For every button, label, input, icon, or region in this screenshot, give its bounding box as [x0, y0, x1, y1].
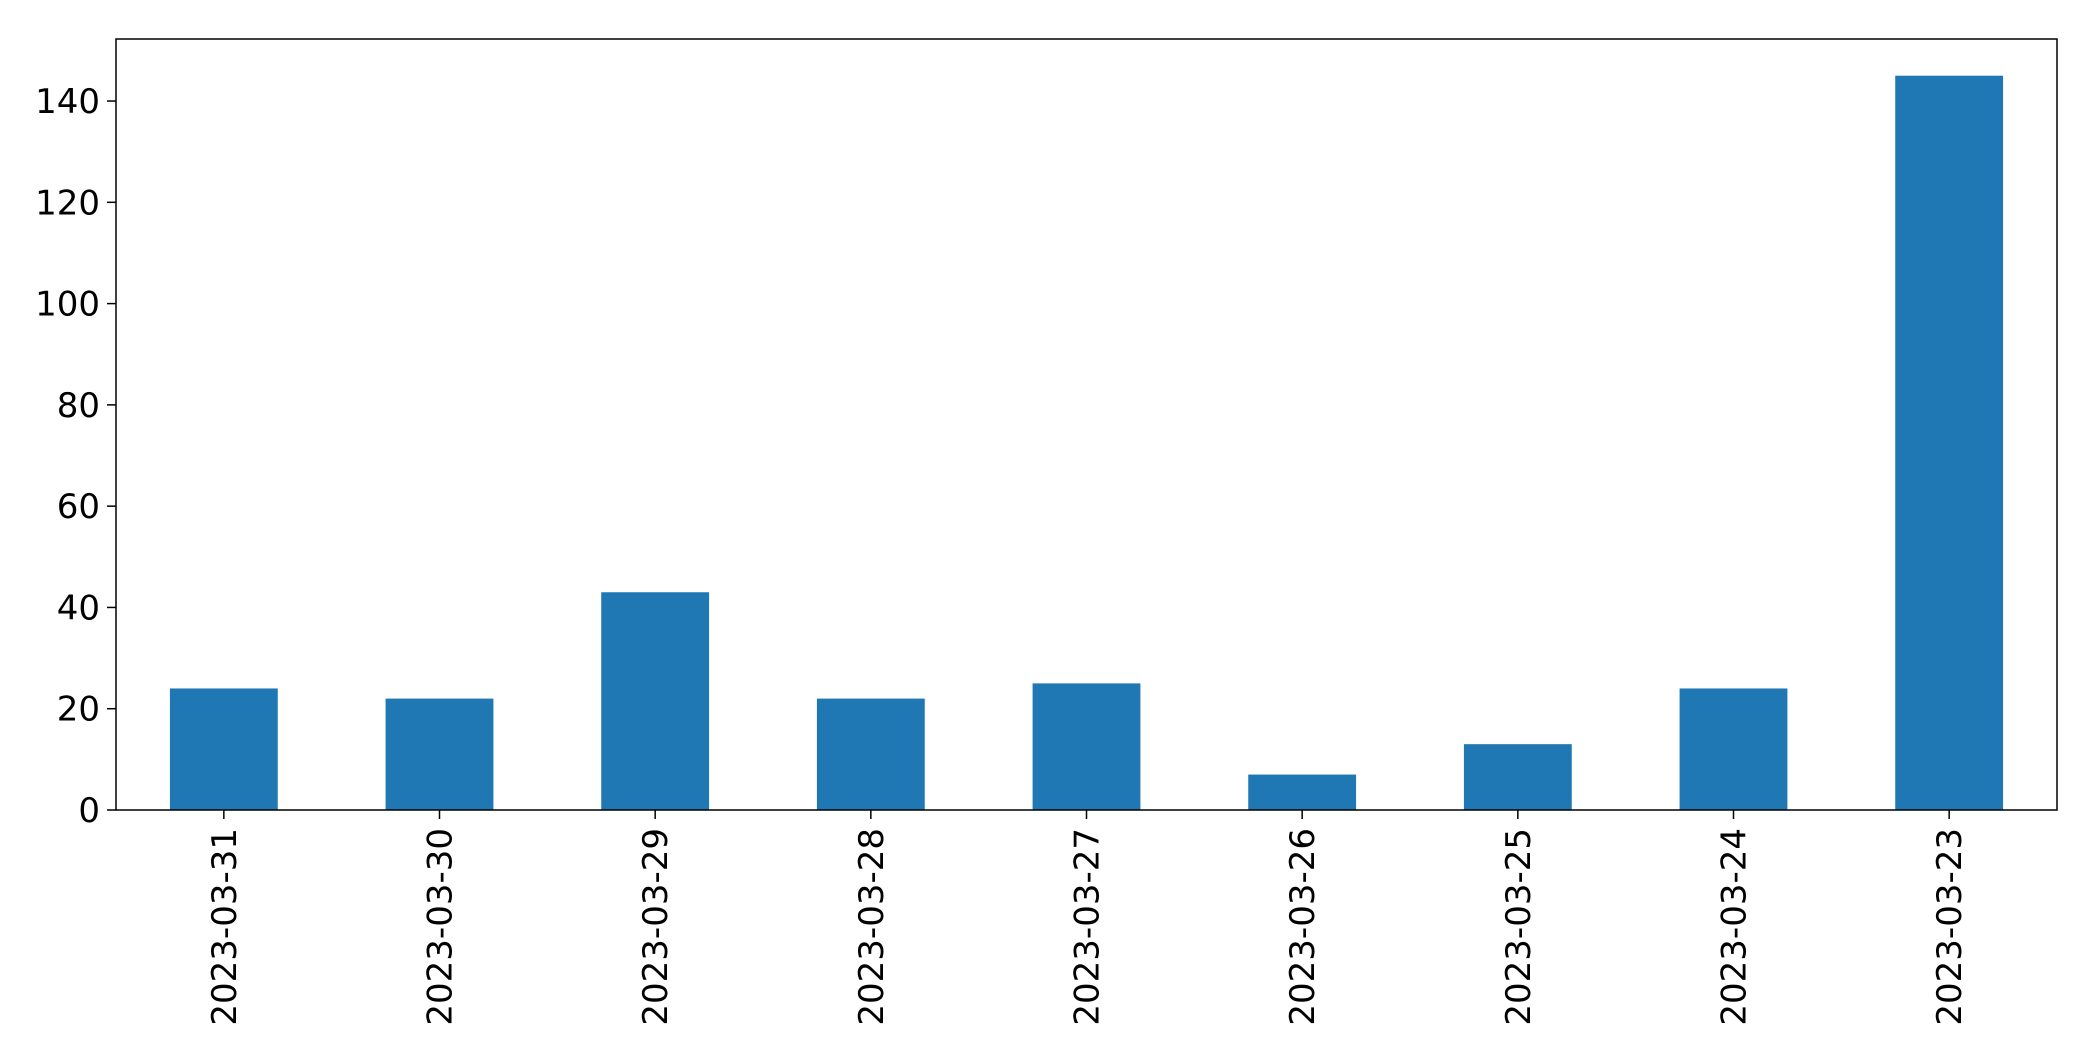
y-tick-label: 140 — [35, 82, 100, 122]
x-tick-label: 2023-03-25 — [1499, 828, 1539, 1026]
y-tick-label: 20 — [57, 690, 100, 730]
bar-2023-03-25 — [1463, 744, 1572, 810]
bar-2023-03-30 — [385, 698, 494, 810]
bars-group — [169, 75, 2004, 810]
x-tick-label: 2023-03-23 — [1930, 828, 1970, 1026]
y-tick-label: 40 — [57, 588, 100, 628]
bar-2023-03-31 — [169, 688, 278, 810]
y-axis-ticks: 0 20 40 60 80 100 120 140 — [35, 82, 116, 831]
x-tick-label: 2023-03-27 — [1068, 828, 1108, 1026]
bar-2023-03-24 — [1679, 688, 1788, 810]
y-tick-label: 120 — [35, 183, 100, 223]
x-axis-ticks: 2023-03-31 2023-03-30 2023-03-29 2023-03-28… — [205, 810, 1970, 1026]
x-tick-label: 2023-03-29 — [636, 828, 676, 1026]
y-tick-label: 100 — [35, 285, 100, 325]
x-tick-label: 2023-03-24 — [1715, 828, 1755, 1026]
bar-2023-03-26 — [1248, 774, 1357, 810]
bar-2023-03-29 — [601, 592, 710, 810]
y-tick-label: 60 — [57, 487, 100, 527]
x-tick-label: 2023-03-26 — [1283, 828, 1323, 1026]
plot-frame — [115, 38, 2058, 811]
y-tick-label: 80 — [57, 386, 100, 426]
y-tick-label: 0 — [78, 791, 100, 831]
bar-2023-03-28 — [816, 698, 925, 810]
x-tick-label: 2023-03-30 — [421, 828, 461, 1026]
bar-2023-03-27 — [1032, 683, 1141, 810]
x-tick-label: 2023-03-28 — [852, 828, 892, 1026]
x-tick-label: 2023-03-31 — [205, 828, 245, 1026]
bar-2023-03-23 — [1895, 75, 2004, 810]
